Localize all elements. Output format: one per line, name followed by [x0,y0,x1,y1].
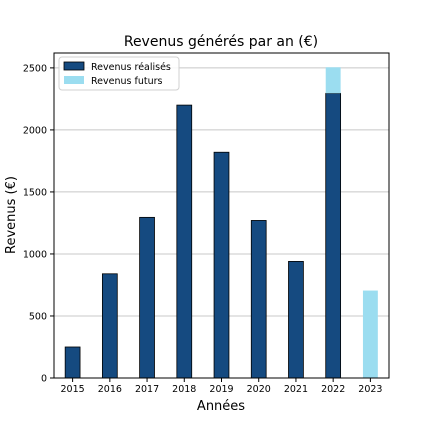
y-tick-label: 1000 [23,249,47,260]
bar-realized-2018 [176,104,193,379]
x-tick-label: 2017 [135,384,159,395]
plot-frame [53,52,390,379]
bars [64,67,378,379]
bar-realized-2019 [213,151,230,379]
legend-label: Revenus réalisés [91,62,171,73]
y-tick-label: 1500 [23,187,47,198]
bar-realized-2020 [250,220,267,379]
legend-box [58,56,180,91]
y-tick-label: 500 [29,311,47,322]
x-tick-label: 2018 [172,384,196,395]
bar-realized-2015 [64,346,81,379]
y-tick-label: 2500 [23,63,47,74]
x-tick-label: 2020 [247,384,271,395]
bar-future-2023 [362,290,378,378]
chart-title: Revenus générés par an (€) [124,34,318,50]
x-tick-label: 2022 [321,384,345,395]
axes [50,52,390,382]
bar-realized-2022 [325,92,342,379]
x-tick-label: 2016 [98,384,122,395]
y-tick-label: 0 [41,374,47,385]
legend: Revenus réalisés Revenus futurs [58,56,180,91]
bar-realized-2016 [101,273,118,379]
x-axis-label: Années [197,399,245,414]
x-tick-label: 2019 [209,384,233,395]
legend-swatch [63,61,85,71]
x-tick-labels: 2015 2016 2017 2018 2019 2020 2021 2022 2023 [61,384,383,395]
x-tick-label: 2021 [284,384,308,395]
bar-future-2022 [325,67,341,94]
y-axis-label: Revenus (€) [4,176,19,254]
x-tick-label: 2023 [358,384,382,395]
legend-label: Revenus futurs [91,76,163,87]
bar-realized-2021 [288,260,304,379]
bar-realized-2017 [139,216,155,379]
y-tick-labels: 0 500 1000 1500 2000 2500 [23,63,47,384]
x-tick-label: 2015 [61,384,85,395]
legend-swatch [64,76,84,84]
y-tick-label: 2000 [23,125,47,136]
